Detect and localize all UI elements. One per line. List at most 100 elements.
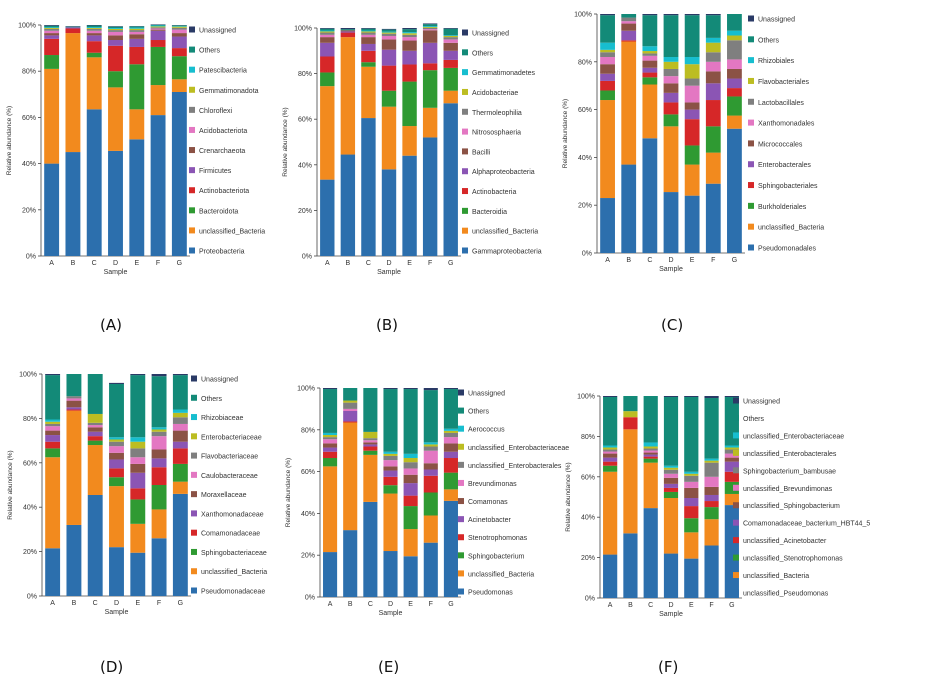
legend-swatch <box>748 223 754 230</box>
x-tick-label: F <box>711 257 715 264</box>
bar-segment <box>727 35 742 41</box>
x-tick-label: C <box>92 260 97 267</box>
bar-segment <box>684 396 699 398</box>
x-tick-label: D <box>668 257 673 264</box>
legend-swatch <box>189 187 195 194</box>
panel-label-e: (E) <box>378 658 400 676</box>
legend-label: unclassified_Bacteria <box>758 225 824 232</box>
legend-label: Comamonas <box>468 499 508 506</box>
legend-swatch <box>458 498 464 505</box>
bar-segment <box>443 389 458 429</box>
bar-segment <box>663 469 679 474</box>
legend-label: unclassified_Enterobacteriaceae <box>743 433 844 440</box>
bar-segment <box>45 430 61 436</box>
bar-segment <box>381 29 397 32</box>
bar-segment <box>44 30 60 34</box>
legend-swatch <box>458 443 464 450</box>
x-tick-label: A <box>325 260 330 267</box>
bar-segment <box>704 460 719 463</box>
bar-segment <box>727 40 742 60</box>
y-tick-label: 0% <box>582 251 592 258</box>
bar-segment <box>363 438 378 441</box>
legend-label: Pseudomonadaceae <box>201 589 265 596</box>
bar-segment <box>343 530 358 597</box>
bar-segment <box>363 446 378 451</box>
bar-segment <box>663 114 679 127</box>
bar-segment <box>171 36 187 49</box>
legend-swatch <box>748 36 754 43</box>
bar-segment <box>171 29 187 34</box>
bar-segment <box>381 90 397 107</box>
y-axis-title: Relative abundance (%) <box>285 458 292 527</box>
bar-segment <box>44 33 60 36</box>
legend-label: unclassified_Pseudomonas <box>743 591 829 598</box>
bar-segment <box>129 27 145 29</box>
panel-label-d: (D) <box>100 658 124 676</box>
legend-label: Flavobacteriales <box>758 79 809 86</box>
bar-segment <box>642 55 658 61</box>
bar-segment <box>623 429 638 534</box>
y-axis-title: Relative abundance (%) <box>6 106 13 175</box>
bar-segment <box>705 183 721 253</box>
bar-segment <box>172 412 188 418</box>
bar-segment <box>320 72 335 87</box>
bar-segment <box>403 458 418 463</box>
bar-segment <box>383 493 398 552</box>
bar-segment <box>663 553 679 598</box>
bar-segment <box>130 472 146 489</box>
bar-segment <box>45 457 61 549</box>
bar-segment <box>87 413 103 423</box>
bar-segment <box>443 67 458 91</box>
bar-segment <box>383 451 398 454</box>
bar-segment <box>663 126 679 193</box>
bar-segment <box>323 466 338 553</box>
bar-segment <box>443 59 458 68</box>
bar-segment <box>403 529 418 557</box>
bar-segment <box>705 83 721 101</box>
bar-segment <box>402 33 417 35</box>
bar-segment <box>323 443 338 448</box>
bar-segment <box>109 477 124 487</box>
bar-segment <box>403 556 418 598</box>
bar-segment <box>603 447 618 450</box>
bar-segment <box>151 429 167 432</box>
bar-segment <box>643 448 658 451</box>
bar-segment <box>129 38 145 47</box>
legend-swatch <box>748 57 754 64</box>
bar-segment <box>684 532 699 559</box>
x-axis-title: Sample <box>659 611 683 618</box>
bar-segment <box>323 451 338 459</box>
legend-label: Flavobacteriaceae <box>201 454 258 461</box>
bar-segment <box>684 14 700 16</box>
bar-segment <box>381 35 397 40</box>
bar-segment <box>381 28 397 30</box>
bar-segment <box>383 466 398 471</box>
y-tick-label: 60% <box>578 107 592 114</box>
legend-swatch <box>462 168 468 175</box>
bar-segment <box>443 437 458 444</box>
bar-segment <box>705 61 721 72</box>
legend-label: Actinobacteria <box>472 189 516 196</box>
bar-segment <box>44 28 60 29</box>
bar-segment <box>621 41 637 165</box>
bar-segment <box>663 76 679 84</box>
legend-label: Gammaproteobacteria <box>472 249 542 256</box>
bar-segment <box>705 14 721 16</box>
bar-segment <box>621 21 637 24</box>
y-axis-title: Relative abundance (%) <box>562 99 569 168</box>
bar-segment <box>109 452 124 460</box>
legend-swatch <box>458 425 464 432</box>
bar-segment <box>643 396 658 443</box>
bar-segment <box>86 30 102 34</box>
bar-segment <box>642 72 658 78</box>
bar-segment <box>684 109 700 120</box>
y-tick-label: 100% <box>19 372 37 379</box>
legend-label: Sphingobacterium_bambusae <box>743 468 836 475</box>
x-tick-label: E <box>690 257 695 264</box>
bar-segment <box>727 30 742 36</box>
legend-label: Unassigned <box>743 399 780 406</box>
bar-segment <box>724 453 739 458</box>
legend-label: Aerococcus <box>468 427 505 434</box>
bar-segment <box>600 90 615 101</box>
bar-segment <box>130 499 146 524</box>
